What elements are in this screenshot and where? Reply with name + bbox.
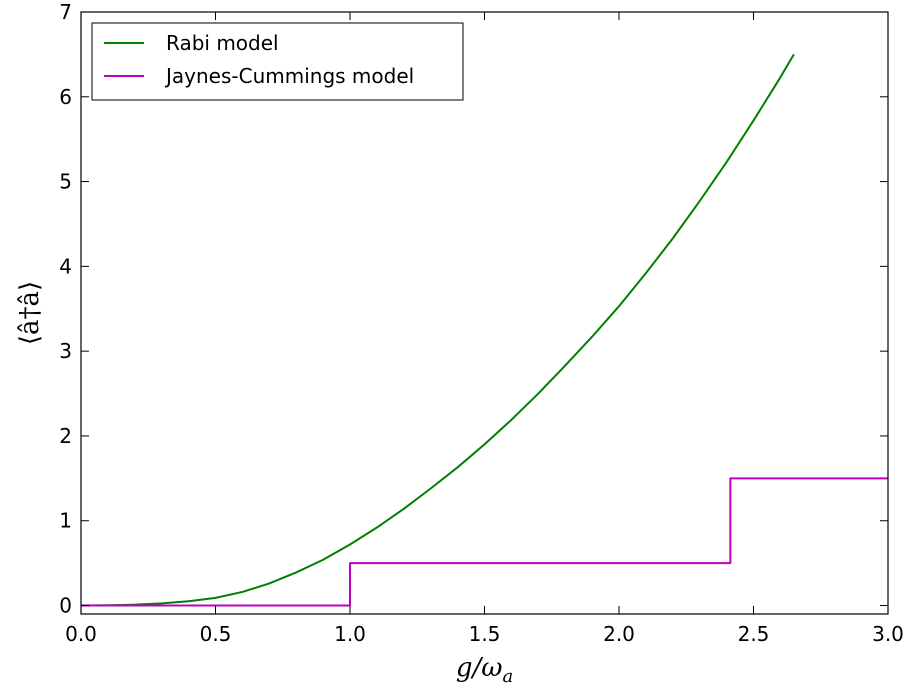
y-tick-label: 7: [59, 0, 72, 24]
x-tick-label: 3.0: [872, 622, 904, 646]
y-tick-label: 1: [59, 509, 72, 533]
plot-layer: [81, 53, 888, 607]
y-axis-label: ⟨â†â⟩: [15, 281, 45, 345]
legend-box: [91, 22, 464, 101]
legend-label-1: Jaynes-Cummings model: [164, 64, 414, 88]
legend-label-0: Rabi model: [166, 31, 279, 55]
x-axis-label-main: g/ω: [456, 653, 503, 683]
x-tick-label: 1.5: [469, 622, 501, 646]
legend: Rabi model Jaynes-Cummings model: [91, 22, 464, 101]
x-axis-label: g/ωa: [456, 653, 513, 687]
x-tick-label: 2.5: [738, 622, 770, 646]
y-tick-label: 6: [59, 85, 72, 109]
x-tick-label: 1.0: [334, 622, 366, 646]
y-tick-label: 5: [59, 170, 72, 194]
x-tick-label: 0.5: [200, 622, 232, 646]
series-line-1: [81, 477, 888, 607]
y-tick-label: 0: [59, 594, 72, 618]
plot-frame: [80, 11, 889, 615]
y-tick-label: 2: [59, 424, 72, 448]
y-tick-label: 3: [59, 339, 72, 363]
x-axis-label-subscript: a: [502, 666, 513, 687]
x-tick-label: 0.0: [65, 622, 97, 646]
axes-layer: 0.0 0.5 1.0 1.5 2.0 2.5 3.0 0 1 2 3 4 5 6 7: [59, 0, 904, 646]
series-line-0: [81, 53, 795, 607]
y-tick-label: 4: [59, 254, 72, 278]
x-tick-label: 2.0: [603, 622, 635, 646]
